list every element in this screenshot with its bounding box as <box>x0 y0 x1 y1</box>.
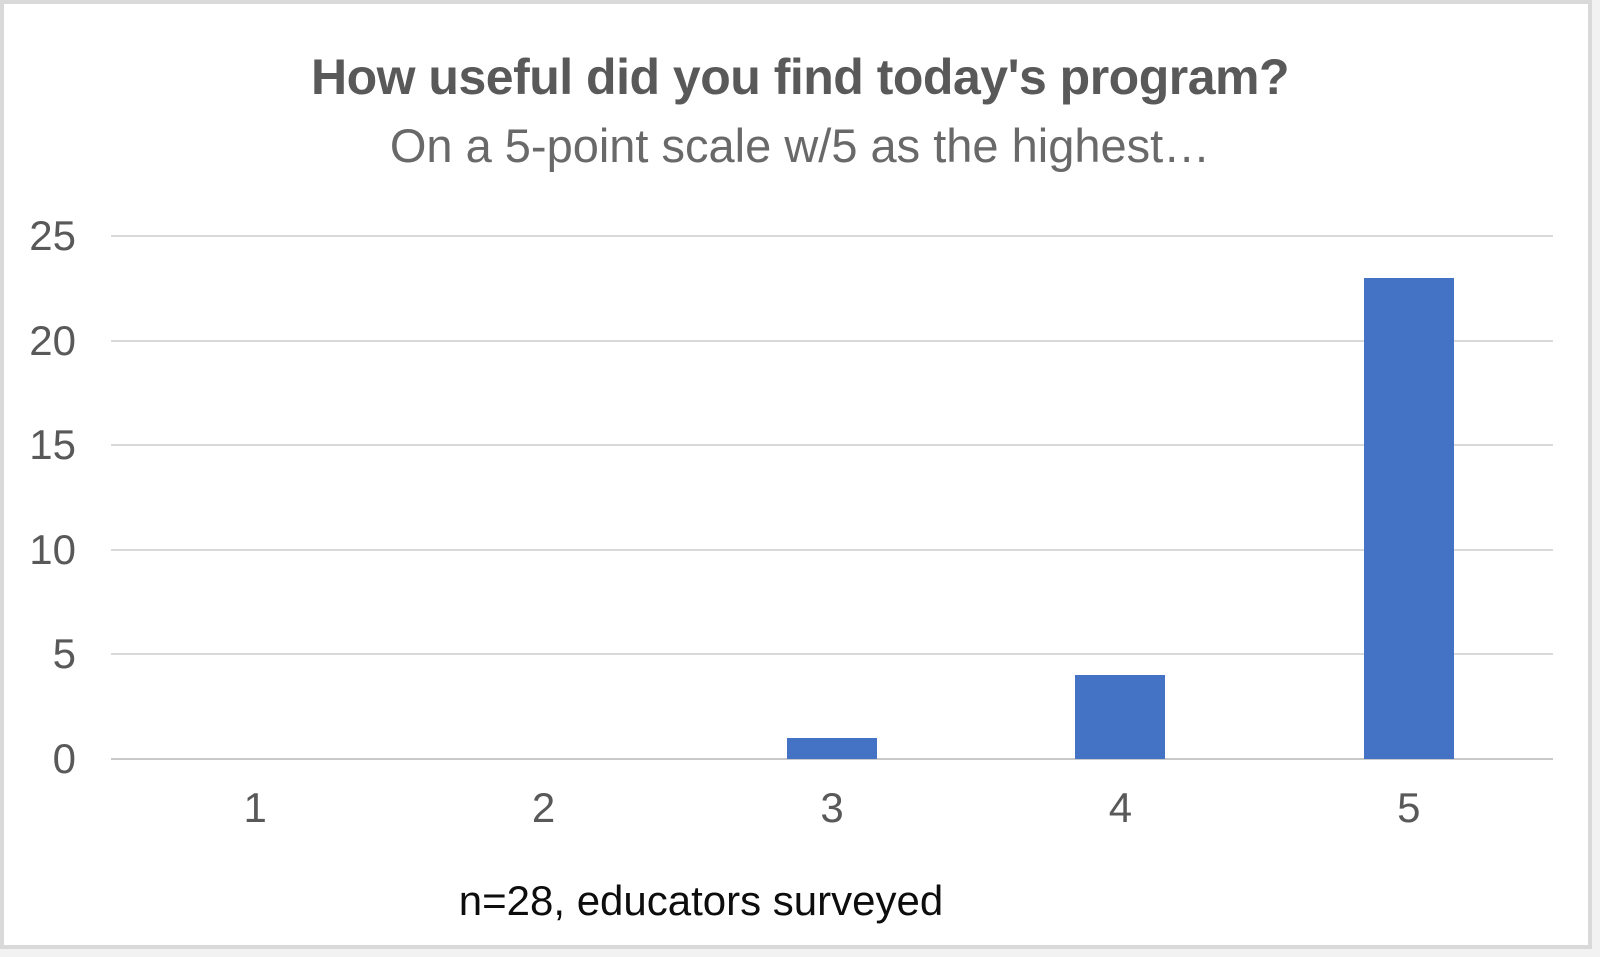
y-tick-label-25: 25 <box>29 212 76 259</box>
x-tick-label-1: 1 <box>243 784 267 831</box>
chart-caption: n=28, educators surveyed <box>458 877 944 924</box>
bar-category-3 <box>787 738 877 759</box>
chart-title: How useful did you find today's program? <box>310 49 1290 105</box>
x-axis-line <box>111 758 1553 760</box>
gridline-y10 <box>111 548 1553 551</box>
bar-category-4 <box>1075 675 1166 759</box>
chart-subtitle: On a 5-point scale w/5 as the highest… <box>389 119 1211 172</box>
y-tick-label-15: 15 <box>29 421 76 469</box>
y-tick-label-20: 20 <box>29 316 76 364</box>
x-tick-label-4: 4 <box>1108 784 1133 831</box>
gridline-y20 <box>111 339 1553 342</box>
y-tick-label-10: 10 <box>29 525 76 573</box>
y-tick-label-5: 5 <box>52 630 76 678</box>
gridline-y5 <box>111 653 1553 656</box>
x-tick-label-5: 5 <box>1397 784 1421 831</box>
x-tick-label-3: 3 <box>820 784 844 831</box>
bar-category-5 <box>1363 277 1454 759</box>
gridline-y15 <box>111 444 1553 447</box>
x-axis: 1 2 3 4 5 <box>111 786 1553 836</box>
x-tick-label-2: 2 <box>531 784 556 831</box>
y-axis: 0 5 10 15 20 25 <box>4 215 80 780</box>
plot-area <box>111 235 1553 760</box>
y-tick-label-0: 0 <box>52 735 76 782</box>
gridline-y25 <box>111 235 1553 237</box>
